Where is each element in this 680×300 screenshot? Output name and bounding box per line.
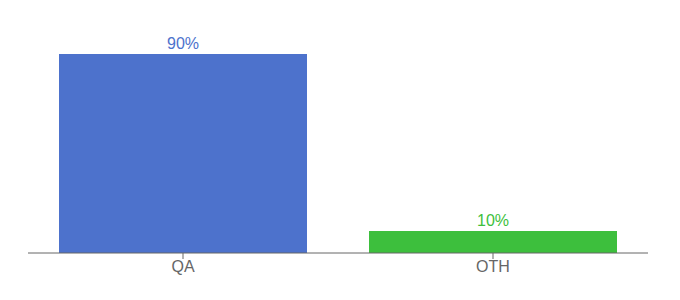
svg-text:QA: QA xyxy=(171,258,194,275)
svg-text:90%: 90% xyxy=(167,35,199,52)
svg-text:OTH: OTH xyxy=(476,258,510,275)
svg-text:10%: 10% xyxy=(477,212,509,229)
